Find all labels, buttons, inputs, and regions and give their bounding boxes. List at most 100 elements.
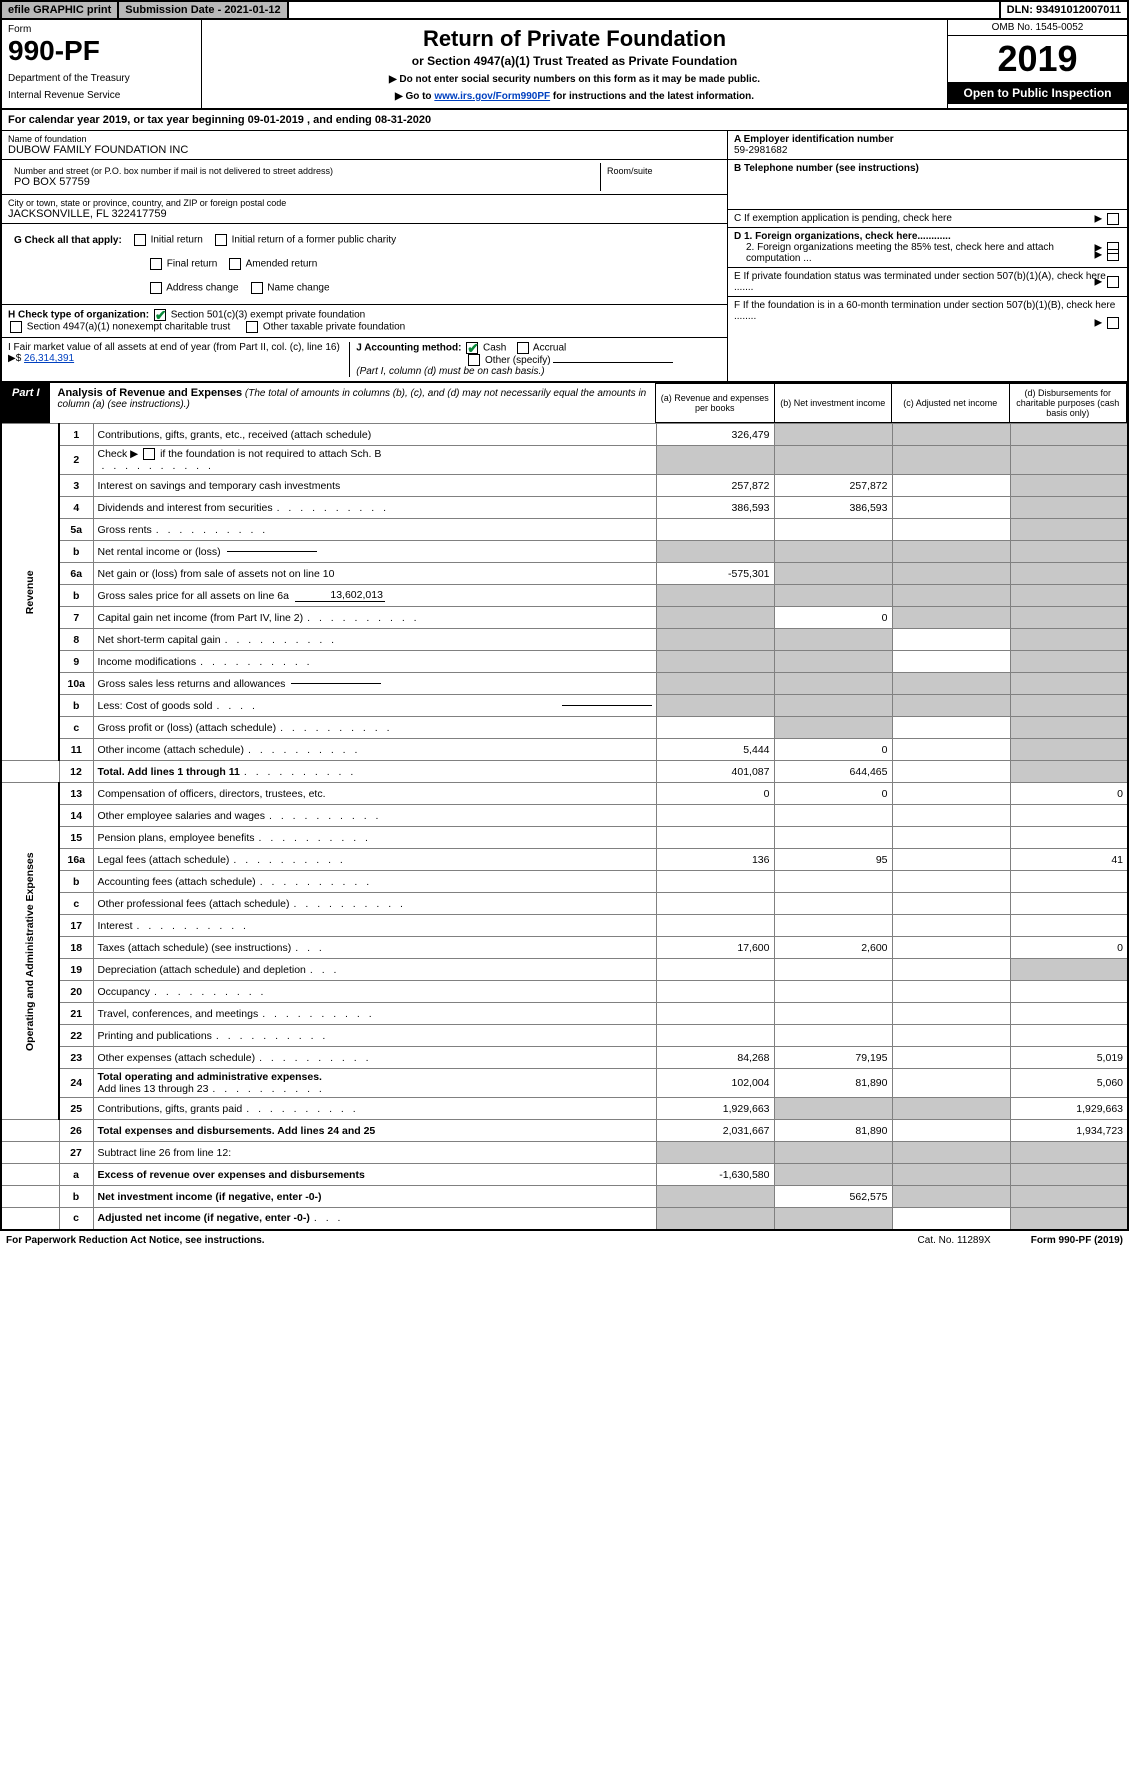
table-row: 21 Travel, conferences, and meetings. . … — [1, 1003, 1128, 1025]
col-d-head: (d) Disbursements for charitable purpose… — [1009, 384, 1127, 422]
table-row: Revenue 1 Contributions, gifts, grants, … — [1, 424, 1128, 446]
part1-header: Part I Analysis of Revenue and Expenses … — [0, 381, 1129, 423]
section-d: D 1. Foreign organizations, check here..… — [728, 228, 1127, 268]
table-row: Operating and Administrative Expenses 13… — [1, 783, 1128, 805]
info-grid: Name of foundation DUBOW FAMILY FOUNDATI… — [0, 131, 1129, 381]
address-row: Number and street (or P.O. box number if… — [2, 160, 727, 195]
ein-cell: A Employer identification number 59-2981… — [728, 131, 1127, 160]
table-row: c Other professional fees (attach schedu… — [1, 893, 1128, 915]
section-f: F If the foundation is in a 60-month ter… — [728, 297, 1127, 349]
table-row: 8 Net short-term capital gain. . . . . .… — [1, 629, 1128, 651]
table-row: 15 Pension plans, employee benefits. . .… — [1, 827, 1128, 849]
part1-desc: Analysis of Revenue and Expenses (The to… — [50, 383, 655, 423]
table-row: 12 Total. Add lines 1 through 11. . . . … — [1, 761, 1128, 783]
table-row: b Less: Cost of goods sold. . . . — [1, 695, 1128, 717]
table-row: 11 Other income (attach schedule). . . .… — [1, 739, 1128, 761]
table-row: b Net investment income (if negative, en… — [1, 1186, 1128, 1208]
header-left: Form 990-PF Department of the Treasury I… — [2, 20, 202, 108]
table-row: 17 Interest. . . . . . . . . . — [1, 915, 1128, 937]
checkbox-address-change[interactable] — [150, 282, 162, 294]
section-e: E If private foundation status was termi… — [728, 268, 1127, 297]
open-public-badge: Open to Public Inspection — [948, 82, 1127, 104]
table-row: 24 Total operating and administrative ex… — [1, 1069, 1128, 1098]
form-label: Form — [8, 24, 195, 35]
checkbox-initial-former[interactable] — [215, 234, 227, 246]
ein: 59-2981682 — [734, 145, 787, 156]
checkbox-e[interactable] — [1107, 276, 1119, 288]
address: PO BOX 57759 — [14, 176, 90, 188]
section-c: C If exemption application is pending, c… — [728, 210, 1127, 228]
foundation-name-cell: Name of foundation DUBOW FAMILY FOUNDATI… — [2, 131, 727, 160]
checkbox-501c3[interactable] — [154, 309, 166, 321]
omb-number: OMB No. 1545-0052 — [948, 20, 1127, 36]
table-row: 16a Legal fees (attach schedule). . . . … — [1, 849, 1128, 871]
header-right: OMB No. 1545-0052 2019 Open to Public In… — [947, 20, 1127, 108]
efile-label: efile GRAPHIC print — [2, 2, 119, 18]
table-row: 14 Other employee salaries and wages. . … — [1, 805, 1128, 827]
expenses-side-label: Operating and Administrative Expenses — [1, 783, 59, 1120]
dln: DLN: 93491012007011 — [999, 2, 1127, 18]
title-main: Return of Private Foundation — [208, 26, 941, 52]
checkbox-4947a1[interactable] — [10, 321, 22, 333]
table-row: 22 Printing and publications. . . . . . … — [1, 1025, 1128, 1047]
form-link[interactable]: www.irs.gov/Form990PF — [434, 91, 550, 102]
table-row: 25 Contributions, gifts, grants paid. . … — [1, 1098, 1128, 1120]
checkbox-final-return[interactable] — [150, 258, 162, 270]
table-row: 4 Dividends and interest from securities… — [1, 497, 1128, 519]
checkbox-other-method[interactable] — [468, 354, 480, 366]
checkbox-sch-b[interactable] — [143, 448, 155, 460]
title-sub: or Section 4947(a)(1) Trust Treated as P… — [208, 54, 941, 68]
submission-date: Submission Date - 2021-01-12 — [119, 2, 288, 18]
page-footer: For Paperwork Reduction Act Notice, see … — [0, 1231, 1129, 1250]
room-suite-label: Room/suite — [601, 163, 721, 191]
table-row: 23 Other expenses (attach schedule). . .… — [1, 1047, 1128, 1069]
form-header: Form 990-PF Department of the Treasury I… — [0, 20, 1129, 110]
table-row: b Accounting fees (attach schedule). . .… — [1, 871, 1128, 893]
table-row: 20 Occupancy. . . . . . . . . . — [1, 981, 1128, 1003]
col-c-head: (c) Adjusted net income — [891, 384, 1009, 422]
checkbox-amended[interactable] — [229, 258, 241, 270]
top-bar: efile GRAPHIC print Submission Date - 20… — [0, 0, 1129, 20]
city-state-zip: JACKSONVILLE, FL 322417759 — [8, 208, 167, 220]
section-ij: I Fair market value of all assets at end… — [2, 338, 727, 381]
col-a-head: (a) Revenue and expenses per books — [656, 384, 774, 422]
section-h: H Check type of organization: Section 50… — [2, 305, 727, 338]
table-row: 26 Total expenses and disbursements. Add… — [1, 1120, 1128, 1142]
table-row: 7 Capital gain net income (from Part IV,… — [1, 607, 1128, 629]
city-cell: City or town, state or province, country… — [2, 195, 727, 224]
table-row: 2 Check ▶ if the foundation is not requi… — [1, 446, 1128, 475]
dept-treasury: Department of the Treasury — [8, 73, 195, 84]
title-note2: ▶ Go to www.irs.gov/Form990PF for instru… — [208, 91, 941, 102]
form-number: 990-PF — [8, 35, 195, 67]
dept-irs: Internal Revenue Service — [8, 90, 195, 101]
table-row: 5a Gross rents. . . . . . . . . . — [1, 519, 1128, 541]
table-row: 18 Taxes (attach schedule) (see instruct… — [1, 937, 1128, 959]
table-row: b Gross sales price for all assets on li… — [1, 585, 1128, 607]
section-g: G Check all that apply: Initial return I… — [2, 224, 727, 305]
title-note1: ▶ Do not enter social security numbers o… — [208, 74, 941, 85]
checkbox-d2[interactable] — [1107, 249, 1119, 261]
checkbox-accrual[interactable] — [517, 342, 529, 354]
footer-catno: Cat. No. 11289X — [918, 1235, 991, 1246]
fmv-value[interactable]: 26,314,391 — [24, 353, 74, 364]
part1-table: Revenue 1 Contributions, gifts, grants, … — [0, 423, 1129, 1231]
table-row: c Adjusted net income (if negative, ente… — [1, 1208, 1128, 1230]
checkbox-cash[interactable] — [466, 342, 478, 354]
table-row: 19 Depreciation (attach schedule) and de… — [1, 959, 1128, 981]
footer-formref: Form 990-PF (2019) — [1031, 1235, 1123, 1246]
tax-year: 2019 — [948, 36, 1127, 82]
checkbox-c[interactable] — [1107, 213, 1119, 225]
header-title-block: Return of Private Foundation or Section … — [202, 20, 947, 108]
col-b-head: (b) Net investment income — [774, 384, 892, 422]
checkbox-other-taxable[interactable] — [246, 321, 258, 333]
table-row: a Excess of revenue over expenses and di… — [1, 1164, 1128, 1186]
checkbox-name-change[interactable] — [251, 282, 263, 294]
checkbox-initial-return[interactable] — [134, 234, 146, 246]
table-row: b Net rental income or (loss) — [1, 541, 1128, 563]
calendar-year-row: For calendar year 2019, or tax year begi… — [0, 110, 1129, 131]
table-row: 9 Income modifications. . . . . . . . . … — [1, 651, 1128, 673]
telephone-cell: B Telephone number (see instructions) — [728, 160, 1127, 210]
checkbox-f[interactable] — [1107, 317, 1119, 329]
part1-tag: Part I — [2, 383, 50, 423]
footer-left: For Paperwork Reduction Act Notice, see … — [6, 1235, 265, 1246]
